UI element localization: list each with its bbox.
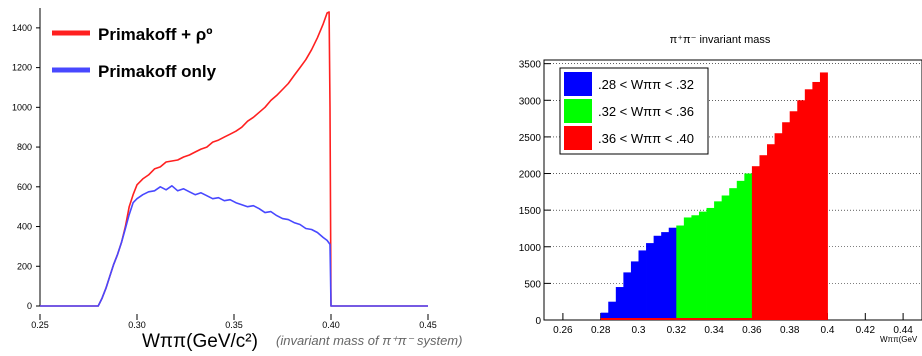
histogram-bar	[683, 217, 692, 320]
histogram-bar	[782, 122, 791, 320]
legend-swatch-bin-2	[564, 99, 592, 123]
left-x-axis-note: (invariant mass of π⁺π⁻ system)	[276, 333, 462, 348]
histogram-bar	[729, 188, 738, 320]
right-y-tick-label: 1000	[519, 243, 542, 254]
left-legend: Primakoff + ρº Primakoff only	[52, 25, 217, 81]
histogram-bar	[812, 81, 821, 320]
right-x-axis-label: Wππ(GeV	[880, 335, 918, 344]
left-series-group	[40, 11, 428, 307]
right-y-tick-label: 3000	[519, 96, 542, 107]
right-y-tick-label: 0	[535, 316, 541, 327]
histogram-bar	[759, 155, 768, 320]
histogram-bar	[600, 312, 609, 320]
right-x-tick-label: 0.44	[893, 325, 913, 336]
histogram-bar	[714, 201, 723, 320]
histogram-bar	[676, 225, 685, 320]
histogram-bar	[819, 72, 828, 320]
histogram-bar	[623, 272, 632, 320]
histogram-bar	[706, 207, 715, 320]
histogram-bar	[721, 195, 730, 320]
right-bars-group	[600, 72, 828, 321]
histogram-bar	[698, 211, 707, 320]
right-x-tick-label: 0.36	[742, 325, 762, 336]
right-x-tick-label: 0.4	[821, 325, 835, 336]
histogram-bar	[608, 301, 617, 320]
histogram-bar	[615, 287, 624, 320]
histogram-bar	[646, 243, 655, 320]
right-x-tick-label: 0.34	[704, 325, 724, 336]
histogram-bar	[789, 111, 798, 321]
left-y-tick-label: 1000	[12, 102, 32, 112]
legend-label-primakoff-rho: Primakoff + ρº	[98, 25, 213, 44]
legend-label-bin-2: .32 < Wππ < .36	[598, 104, 694, 119]
left-y-tick-label: 1400	[12, 23, 32, 33]
right-legend: .28 < Wππ < .32 .32 < Wππ < .36 .36 < Wπ…	[559, 67, 709, 155]
histogram-bar	[668, 227, 677, 320]
right-x-tick-label: 0.3	[632, 325, 646, 336]
right-y-tick-label: 3500	[519, 60, 542, 71]
histogram-bar	[661, 232, 670, 320]
left-axes: 0 200 400 600 800 1000 1200 1400 0.25 0.30 0.35 0.4…	[12, 8, 437, 330]
legend-label-bin-1: .28 < Wππ < .32	[598, 77, 694, 92]
histogram-bar	[774, 133, 783, 320]
left-x-tick-label: 0.35	[225, 320, 243, 330]
histogram-bar	[744, 173, 753, 320]
legend-swatch-bin-3	[564, 126, 592, 150]
histogram-bar	[638, 250, 647, 320]
series-line-primakoff-only	[40, 185, 428, 307]
legend-label-bin-3: .36 < Wππ < .40	[598, 131, 694, 146]
right-y-tick-label: 2500	[519, 133, 542, 144]
left-x-tick-label: 0.40	[322, 320, 340, 330]
left-y-tick-label: 600	[17, 182, 32, 192]
left-x-tick-label: 0.45	[419, 320, 437, 330]
left-x-axis-label: Wππ(GeV/c²)	[142, 331, 258, 352]
left-x-tick-label: 0.25	[31, 320, 49, 330]
histogram-bar	[736, 180, 745, 320]
right-chart: π⁺π⁻ invariant mass 0 500 1000 1500 2000 2500…	[519, 34, 922, 344]
left-y-tick-label: 400	[17, 222, 32, 232]
series-line-primakoff-rho	[40, 11, 428, 307]
right-y-tick-label: 2000	[519, 170, 542, 181]
right-x-tick-label: 0.42	[856, 325, 876, 336]
histogram-bar	[751, 166, 760, 320]
left-y-tick-label: 800	[17, 142, 32, 152]
right-x-tick-label: 0.38	[780, 325, 800, 336]
right-x-tick-label: 0.26	[553, 325, 573, 336]
legend-label-primakoff-only: Primakoff only	[98, 62, 217, 81]
histogram-bar	[804, 89, 813, 320]
left-y-tick-label: 200	[17, 261, 32, 271]
histogram-bar	[691, 215, 700, 320]
right-x-tick-label: 0.32	[667, 325, 687, 336]
left-y-tick-label: 0	[27, 301, 32, 311]
right-y-tick-label: 1500	[519, 206, 542, 217]
right-chart-title: π⁺π⁻ invariant mass	[670, 34, 771, 46]
left-chart: 0 200 400 600 800 1000 1200 1400 0.25 0.30 0.35 0.4…	[12, 8, 462, 352]
left-x-tick-label: 0.30	[128, 320, 146, 330]
histogram-bar	[653, 235, 662, 320]
histogram-bar	[767, 144, 775, 320]
left-y-tick-label: 1200	[12, 63, 32, 73]
right-x-tick-label: 0.28	[591, 325, 611, 336]
histogram-bar	[797, 100, 806, 320]
right-y-tick-label: 500	[524, 279, 541, 290]
legend-swatch-bin-1	[564, 72, 592, 96]
histogram-bar	[630, 261, 639, 320]
